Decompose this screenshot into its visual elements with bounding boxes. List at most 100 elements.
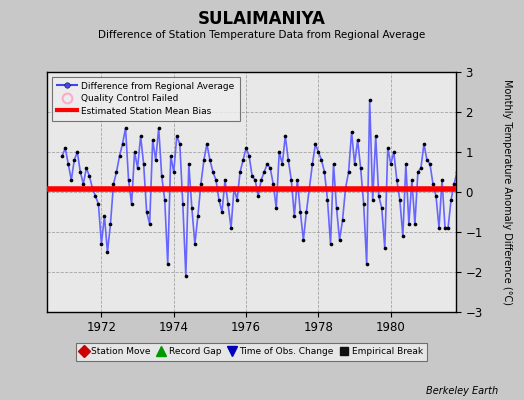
Point (191, 241, 199, 247)
Point (317, 157, 325, 163)
Point (79, 181, 88, 187)
Point (351, 161, 359, 167)
Point (155, 125, 163, 131)
Legend: Station Move, Record Gap, Time of Obs. Change, Empirical Break: Station Move, Record Gap, Time of Obs. C… (76, 343, 427, 361)
Point (221, 177, 229, 183)
Point (266, 165, 275, 171)
Point (82, 165, 91, 171)
Point (160, 197, 169, 203)
Point (194, 213, 202, 219)
Text: SULAIMANIYA: SULAIMANIYA (198, 10, 326, 28)
Point (359, 201, 368, 207)
Point (344, 169, 353, 175)
Point (88, 185, 96, 191)
Point (420, 141, 428, 147)
Point (417, 165, 425, 171)
Point (320, 169, 329, 175)
Y-axis label: Monthly Temperature Anomaly Difference (°C): Monthly Temperature Anomaly Difference (… (503, 79, 512, 305)
Point (411, 221, 419, 227)
Point (106, 221, 115, 227)
Point (64, 161, 72, 167)
Point (70, 157, 79, 163)
Point (263, 161, 271, 167)
Point (236, 169, 244, 175)
Point (465, 177, 473, 183)
Point (230, 185, 238, 191)
Point (450, 181, 458, 187)
Point (170, 169, 178, 175)
Point (100, 213, 108, 219)
Point (380, 245, 389, 251)
Point (61, 145, 70, 151)
Point (212, 177, 220, 183)
Text: Berkeley Earth: Berkeley Earth (425, 386, 498, 396)
Point (423, 157, 431, 163)
Point (311, 141, 320, 147)
Point (76, 169, 84, 175)
Point (143, 209, 151, 215)
Point (97, 241, 106, 247)
Point (91, 193, 100, 199)
Point (184, 161, 193, 167)
Point (305, 185, 313, 191)
Point (335, 237, 344, 243)
Point (399, 233, 407, 239)
Point (196, 181, 205, 187)
Point (378, 205, 386, 211)
Point (148, 137, 157, 143)
Point (347, 129, 356, 135)
Point (67, 177, 75, 183)
Text: Difference of Station Temperature Data from Regional Average: Difference of Station Temperature Data f… (99, 30, 425, 40)
Point (278, 161, 287, 167)
Point (179, 201, 187, 207)
Point (158, 173, 166, 179)
Point (260, 169, 268, 175)
Point (73, 149, 82, 155)
Point (218, 209, 226, 215)
Point (115, 153, 124, 159)
Point (414, 169, 422, 175)
Point (163, 261, 172, 267)
Point (136, 133, 145, 139)
Point (130, 149, 139, 155)
Point (127, 201, 136, 207)
Point (435, 225, 443, 231)
Point (326, 241, 335, 247)
Point (459, 153, 467, 159)
Point (287, 177, 296, 183)
Point (269, 181, 277, 187)
Point (366, 97, 374, 103)
Point (248, 173, 256, 179)
Point (188, 205, 196, 211)
Point (314, 149, 323, 155)
Point (447, 197, 455, 203)
Point (182, 273, 190, 279)
Point (339, 217, 347, 223)
Point (146, 221, 154, 227)
Point (275, 149, 283, 155)
Point (284, 157, 292, 163)
Point (453, 169, 461, 175)
Point (471, 217, 479, 223)
Point (58, 153, 67, 159)
Point (456, 141, 464, 147)
Point (251, 177, 259, 183)
Point (384, 145, 392, 151)
Point (296, 209, 304, 215)
Point (281, 133, 289, 139)
Point (441, 225, 449, 231)
Point (354, 137, 362, 143)
Point (272, 205, 280, 211)
Point (405, 221, 413, 227)
Point (438, 177, 446, 183)
Point (167, 153, 175, 159)
Point (139, 161, 148, 167)
Point (118, 141, 127, 147)
Point (468, 205, 476, 211)
Point (308, 161, 316, 167)
Point (227, 225, 235, 231)
Point (254, 193, 263, 199)
Point (245, 153, 253, 159)
Point (302, 209, 311, 215)
Point (239, 157, 247, 163)
